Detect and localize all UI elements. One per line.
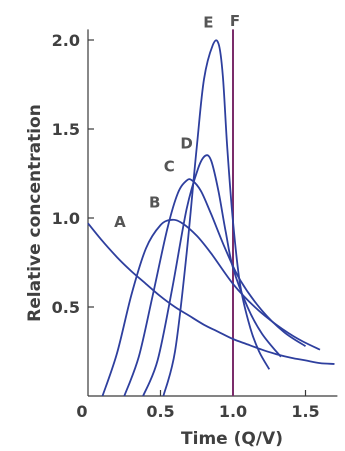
y-tick-label-3: 2.0 — [52, 31, 80, 50]
x-tick-label-3: 1.5 — [291, 402, 319, 421]
curve-A — [87, 222, 335, 365]
curve-label-D: D — [180, 135, 192, 153]
x-tick-label-0: 0 — [76, 402, 87, 421]
curve-label-A: A — [114, 213, 126, 231]
x-axis-label: Time (Q/V) — [181, 429, 283, 449]
curve-label-C: C — [164, 158, 175, 176]
y-tick-label-2: 1.5 — [52, 120, 80, 139]
curve-C — [123, 178, 306, 397]
curve-D — [142, 154, 282, 397]
y-tick-label-0: 0.5 — [52, 298, 80, 317]
x-tick-label-1: 0.5 — [146, 402, 174, 421]
curve-label-B: B — [149, 193, 160, 211]
marker-label-F: F — [230, 12, 240, 30]
curve-label-E: E — [203, 14, 213, 32]
curve-E — [162, 39, 271, 397]
x-tick-label-2: 1.0 — [219, 402, 247, 421]
y-tick-label-1: 1.0 — [52, 209, 80, 228]
y-axis-label: Relative concentration — [25, 104, 45, 322]
